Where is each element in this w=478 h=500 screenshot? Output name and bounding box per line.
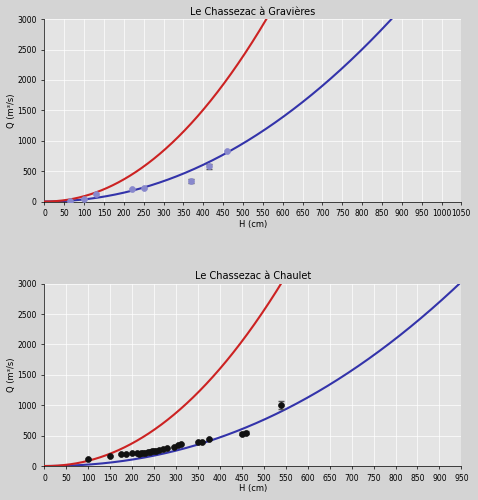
Point bbox=[140, 449, 147, 457]
Point bbox=[85, 454, 92, 462]
Point bbox=[174, 440, 182, 448]
Point bbox=[199, 438, 206, 446]
Point bbox=[146, 448, 153, 456]
Point bbox=[205, 436, 213, 444]
Point bbox=[206, 162, 213, 170]
Point bbox=[194, 438, 202, 446]
Point bbox=[151, 446, 158, 454]
Title: Le Chassezac à Chaulet: Le Chassezac à Chaulet bbox=[195, 272, 311, 281]
Point bbox=[155, 446, 163, 454]
Point bbox=[92, 190, 100, 198]
Y-axis label: Q (m³/s): Q (m³/s) bbox=[7, 93, 16, 128]
Point bbox=[107, 452, 114, 460]
Point bbox=[66, 196, 74, 204]
Point bbox=[80, 195, 88, 203]
Point bbox=[278, 401, 285, 409]
Point bbox=[133, 449, 141, 457]
Point bbox=[177, 440, 185, 448]
Point bbox=[141, 448, 149, 456]
Point bbox=[159, 445, 167, 453]
Point bbox=[223, 147, 231, 155]
Title: Le Chassezac à Gravières: Le Chassezac à Gravières bbox=[190, 7, 315, 17]
X-axis label: H (cm): H (cm) bbox=[239, 220, 267, 228]
Point bbox=[242, 429, 250, 437]
Y-axis label: Q (m³/s): Q (m³/s) bbox=[7, 358, 16, 392]
Point bbox=[238, 430, 246, 438]
Point bbox=[129, 450, 136, 458]
Point bbox=[128, 186, 136, 194]
Point bbox=[140, 184, 148, 192]
Point bbox=[163, 444, 171, 452]
Point bbox=[144, 448, 152, 456]
Point bbox=[148, 448, 156, 456]
X-axis label: H (cm): H (cm) bbox=[239, 484, 267, 493]
Point bbox=[135, 450, 142, 458]
Point bbox=[187, 177, 195, 185]
Point bbox=[122, 450, 130, 458]
Point bbox=[118, 450, 125, 458]
Point bbox=[137, 448, 145, 456]
Point bbox=[152, 447, 160, 455]
Point bbox=[170, 442, 178, 450]
